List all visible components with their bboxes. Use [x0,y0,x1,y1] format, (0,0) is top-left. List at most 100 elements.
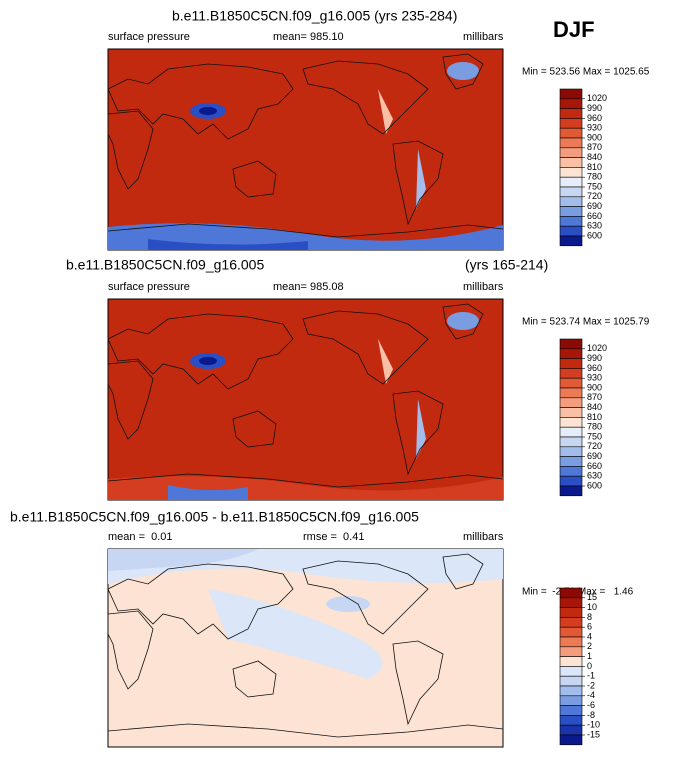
colorbar-box [559,417,583,428]
colorbar-box [559,734,583,746]
colorbar-box [559,127,583,139]
colorbar-box [559,348,583,359]
colorbar-box [559,436,583,448]
variable-label: surface pressure [108,31,190,43]
colorbar-label: -1 [587,671,595,681]
colorbar-label: 8 [587,612,592,622]
colorbar-label: 720 [587,441,602,451]
colorbar-box [559,387,583,399]
colorbar-box [559,466,583,477]
colorbar-label: 1 [587,651,592,661]
colorbar-label: -6 [587,700,595,710]
colorbar-label: 630 [587,221,602,231]
colorbar-label: 1020 [587,343,607,353]
colorbar-box [559,666,583,677]
colorbar-box [559,108,583,119]
units-label: millibars [463,31,504,43]
colorbar-box [559,587,583,599]
colorbar-box [559,705,583,716]
colorbar-label: 900 [587,382,602,392]
colorbar-label: 840 [587,402,602,412]
panel-title: b.e11.B1850C5CN.f09_g16.005 [66,257,264,273]
colorbar-box [559,377,583,389]
panel-title: b.e11.B1850C5CN.f09_g16.005 - b.e11.B185… [10,509,419,525]
colorbar-label: 6 [587,622,592,632]
colorbar-box [559,137,583,149]
colorbar-box [559,176,583,188]
colorbar-label: 660 [587,461,602,471]
mean-label: mean= 985.08 [273,281,344,293]
colorbar-box [559,157,583,168]
minmax-label: Min = 523.74 Max = 1025.79 [522,317,650,328]
colorbar-label: 0 [587,661,592,671]
colorbar-box [559,724,583,736]
colorbar-box [559,685,583,697]
colorbar-label: 630 [587,471,602,481]
colorbar-label: 10 [587,602,597,612]
colorbar-label: -2 [587,680,595,690]
colorbar-box [559,456,583,467]
colorbar-label: 960 [587,113,602,123]
colorbar-box [559,607,583,618]
colorbar-box [559,695,583,706]
colorbar-box [559,368,583,379]
colorbar-box [559,485,583,497]
panel-years: (yrs 165-214) [465,257,548,273]
mean-label: mean = 0.01 [108,531,173,543]
colorbar-label: 930 [587,373,602,383]
colorbar-label: 930 [587,123,602,133]
colorbar-label: -4 [587,690,595,700]
colorbar-box [559,88,583,100]
mean-label: mean= 985.10 [273,31,344,43]
colorbar-box [559,338,583,350]
units-label: millibars [463,531,504,543]
colorbar-box [559,446,583,457]
colorbar-box [559,216,583,227]
colorbar-box [559,167,583,178]
rmse-label: rmse = 0.41 [303,531,364,543]
colorbar-box [559,147,583,158]
colorbar-box [559,636,583,648]
colorbar-box [559,656,583,667]
colorbar-box [559,235,583,247]
colorbar-label: 720 [587,191,602,201]
minmax-label: Min = 523.56 Max = 1025.65 [522,67,650,78]
colorbar-label: -10 [587,720,600,730]
units-label: millibars [463,281,504,293]
colorbar-box [559,626,583,638]
colorbar-label: 600 [587,480,602,490]
colorbar-label: -8 [587,710,595,720]
colorbar-box [559,715,583,726]
colorbar-label: 2 [587,641,592,651]
colorbar-box [559,597,583,608]
colorbar-label: 990 [587,353,602,363]
colorbar-box [559,617,583,628]
colorbar-box [559,475,583,487]
colorbar-label: 810 [587,412,602,422]
colorbar-label: 750 [587,431,602,441]
colorbar-label: 810 [587,162,602,172]
map [107,298,504,501]
panel-title: b.e11.B1850C5CN.f09_g16.005 (yrs 235-284… [172,8,457,24]
colorbar-label: 960 [587,363,602,373]
colorbar-box [559,646,583,657]
map [107,48,504,251]
colorbar-box [559,98,583,109]
colorbar-box [559,206,583,217]
colorbar-label: 870 [587,392,602,402]
season-label: DJF [553,17,595,42]
colorbar-label: 780 [587,172,602,182]
colorbar-label: 15 [587,592,597,602]
colorbar-label: 4 [587,631,592,641]
colorbar-box [559,675,583,687]
colorbar-label: 990 [587,103,602,113]
colorbar-box [559,118,583,129]
colorbar-label: 660 [587,211,602,221]
map [107,548,504,748]
colorbar-box [559,186,583,198]
colorbar-label: 1020 [587,93,607,103]
colorbar-label: 780 [587,422,602,432]
colorbar-box [559,407,583,418]
colorbar-label: 750 [587,181,602,191]
